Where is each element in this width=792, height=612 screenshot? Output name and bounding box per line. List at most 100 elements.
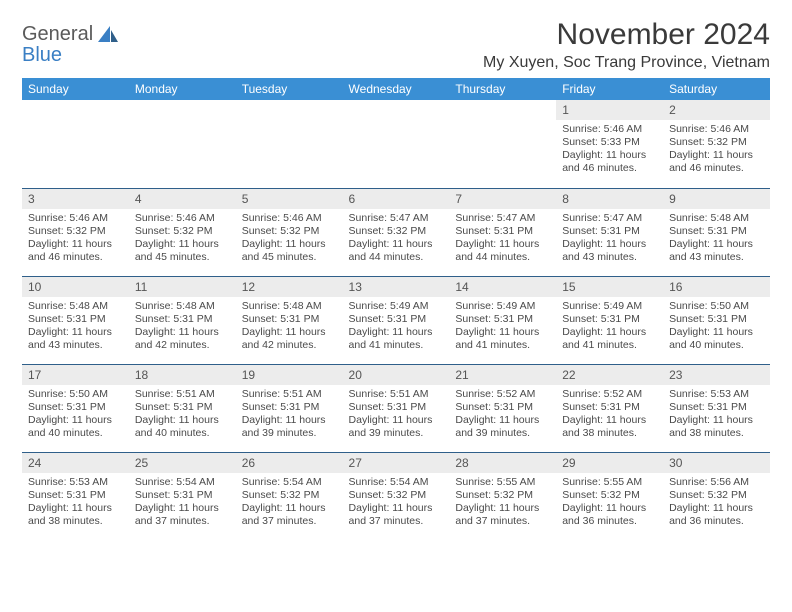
day-content: Sunrise: 5:54 AMSunset: 5:32 PMDaylight:… [236,473,343,533]
calendar-day-cell: 17Sunrise: 5:50 AMSunset: 5:31 PMDayligh… [22,364,129,452]
calendar-day-cell: 25Sunrise: 5:54 AMSunset: 5:31 PMDayligh… [129,452,236,540]
weekday-header: Thursday [449,78,556,100]
weekday-header: Sunday [22,78,129,100]
day-content: Sunrise: 5:46 AMSunset: 5:32 PMDaylight:… [663,120,770,180]
day-content: Sunrise: 5:52 AMSunset: 5:31 PMDaylight:… [449,385,556,445]
day-number: 7 [449,188,556,209]
day-number: 28 [449,452,556,473]
day-number: 20 [343,364,450,385]
day-content: Sunrise: 5:51 AMSunset: 5:31 PMDaylight:… [129,385,236,445]
calendar-day-cell: 28Sunrise: 5:55 AMSunset: 5:32 PMDayligh… [449,452,556,540]
day-number: 24 [22,452,129,473]
calendar-day-cell: 1Sunrise: 5:46 AMSunset: 5:33 PMDaylight… [556,100,663,188]
day-content: Sunrise: 5:48 AMSunset: 5:31 PMDaylight:… [236,297,343,357]
day-content: Sunrise: 5:49 AMSunset: 5:31 PMDaylight:… [343,297,450,357]
calendar-week-row: 17Sunrise: 5:50 AMSunset: 5:31 PMDayligh… [22,364,770,452]
day-number: 12 [236,276,343,297]
weekday-header: Saturday [663,78,770,100]
sail-icon [96,24,120,51]
day-number: 9 [663,188,770,209]
weekday-header: Wednesday [343,78,450,100]
day-number: 2 [663,100,770,120]
calendar-day-cell: 13Sunrise: 5:49 AMSunset: 5:31 PMDayligh… [343,276,450,364]
calendar-day-cell: 8Sunrise: 5:47 AMSunset: 5:31 PMDaylight… [556,188,663,276]
calendar-day-cell: 3Sunrise: 5:46 AMSunset: 5:32 PMDaylight… [22,188,129,276]
calendar-day-cell: 29Sunrise: 5:55 AMSunset: 5:32 PMDayligh… [556,452,663,540]
day-number: 3 [22,188,129,209]
day-content: Sunrise: 5:55 AMSunset: 5:32 PMDaylight:… [556,473,663,533]
day-content: Sunrise: 5:53 AMSunset: 5:31 PMDaylight:… [22,473,129,533]
calendar-day-cell: 14Sunrise: 5:49 AMSunset: 5:31 PMDayligh… [449,276,556,364]
calendar-week-row: 1Sunrise: 5:46 AMSunset: 5:33 PMDaylight… [22,100,770,188]
day-number: 17 [22,364,129,385]
month-title: November 2024 [483,18,770,52]
brand-line1: General [22,23,93,45]
day-number: 16 [663,276,770,297]
calendar-day-cell: 16Sunrise: 5:50 AMSunset: 5:31 PMDayligh… [663,276,770,364]
calendar-day-cell: 9Sunrise: 5:48 AMSunset: 5:31 PMDaylight… [663,188,770,276]
day-content: Sunrise: 5:48 AMSunset: 5:31 PMDaylight:… [22,297,129,357]
day-number: 26 [236,452,343,473]
day-content: Sunrise: 5:52 AMSunset: 5:31 PMDaylight:… [556,385,663,445]
day-content: Sunrise: 5:46 AMSunset: 5:33 PMDaylight:… [556,120,663,180]
calendar-day-cell: 26Sunrise: 5:54 AMSunset: 5:32 PMDayligh… [236,452,343,540]
day-number: 15 [556,276,663,297]
calendar-week-row: 10Sunrise: 5:48 AMSunset: 5:31 PMDayligh… [22,276,770,364]
day-content: Sunrise: 5:50 AMSunset: 5:31 PMDaylight:… [663,297,770,357]
weekday-header: Friday [556,78,663,100]
day-number: 10 [22,276,129,297]
day-number: 6 [343,188,450,209]
calendar-day-cell: 7Sunrise: 5:47 AMSunset: 5:31 PMDaylight… [449,188,556,276]
day-content: Sunrise: 5:48 AMSunset: 5:31 PMDaylight:… [663,209,770,269]
calendar-day-cell: 12Sunrise: 5:48 AMSunset: 5:31 PMDayligh… [236,276,343,364]
calendar-day-cell: 2Sunrise: 5:46 AMSunset: 5:32 PMDaylight… [663,100,770,188]
calendar-day-cell [449,100,556,188]
day-number: 23 [663,364,770,385]
day-number: 29 [556,452,663,473]
calendar-day-cell [129,100,236,188]
day-content: Sunrise: 5:51 AMSunset: 5:31 PMDaylight:… [343,385,450,445]
day-number: 21 [449,364,556,385]
calendar-page: General Blue November 2024 My Xuyen, Soc… [0,0,792,550]
day-content: Sunrise: 5:50 AMSunset: 5:31 PMDaylight:… [22,385,129,445]
day-content: Sunrise: 5:56 AMSunset: 5:32 PMDaylight:… [663,473,770,533]
day-content: Sunrise: 5:46 AMSunset: 5:32 PMDaylight:… [129,209,236,269]
calendar-day-cell: 21Sunrise: 5:52 AMSunset: 5:31 PMDayligh… [449,364,556,452]
calendar-day-cell: 4Sunrise: 5:46 AMSunset: 5:32 PMDaylight… [129,188,236,276]
calendar-day-cell: 30Sunrise: 5:56 AMSunset: 5:32 PMDayligh… [663,452,770,540]
weekday-header: Tuesday [236,78,343,100]
calendar-day-cell: 10Sunrise: 5:48 AMSunset: 5:31 PMDayligh… [22,276,129,364]
calendar-day-cell [343,100,450,188]
calendar-day-cell: 19Sunrise: 5:51 AMSunset: 5:31 PMDayligh… [236,364,343,452]
header-row: General Blue November 2024 My Xuyen, Soc… [22,18,770,72]
day-content: Sunrise: 5:54 AMSunset: 5:31 PMDaylight:… [129,473,236,533]
day-content: Sunrise: 5:48 AMSunset: 5:31 PMDaylight:… [129,297,236,357]
day-number: 11 [129,276,236,297]
day-content: Sunrise: 5:51 AMSunset: 5:31 PMDaylight:… [236,385,343,445]
day-number: 25 [129,452,236,473]
day-content: Sunrise: 5:49 AMSunset: 5:31 PMDaylight:… [449,297,556,357]
calendar-day-cell: 5Sunrise: 5:46 AMSunset: 5:32 PMDaylight… [236,188,343,276]
calendar-day-cell: 23Sunrise: 5:53 AMSunset: 5:31 PMDayligh… [663,364,770,452]
day-number: 8 [556,188,663,209]
calendar-day-cell: 15Sunrise: 5:49 AMSunset: 5:31 PMDayligh… [556,276,663,364]
calendar-body: 1Sunrise: 5:46 AMSunset: 5:33 PMDaylight… [22,100,770,540]
location-text: My Xuyen, Soc Trang Province, Vietnam [483,54,770,72]
day-content: Sunrise: 5:47 AMSunset: 5:32 PMDaylight:… [343,209,450,269]
calendar-week-row: 24Sunrise: 5:53 AMSunset: 5:31 PMDayligh… [22,452,770,540]
calendar-day-cell: 6Sunrise: 5:47 AMSunset: 5:32 PMDaylight… [343,188,450,276]
day-number: 18 [129,364,236,385]
day-content: Sunrise: 5:49 AMSunset: 5:31 PMDaylight:… [556,297,663,357]
day-content: Sunrise: 5:46 AMSunset: 5:32 PMDaylight:… [22,209,129,269]
day-number: 5 [236,188,343,209]
weekday-header-row: SundayMondayTuesdayWednesdayThursdayFrid… [22,78,770,100]
calendar-day-cell: 24Sunrise: 5:53 AMSunset: 5:31 PMDayligh… [22,452,129,540]
day-content: Sunrise: 5:46 AMSunset: 5:32 PMDaylight:… [236,209,343,269]
day-number: 22 [556,364,663,385]
day-number: 30 [663,452,770,473]
day-content: Sunrise: 5:47 AMSunset: 5:31 PMDaylight:… [449,209,556,269]
day-number: 14 [449,276,556,297]
title-block: November 2024 My Xuyen, Soc Trang Provin… [483,18,770,72]
weekday-header: Monday [129,78,236,100]
day-number: 19 [236,364,343,385]
